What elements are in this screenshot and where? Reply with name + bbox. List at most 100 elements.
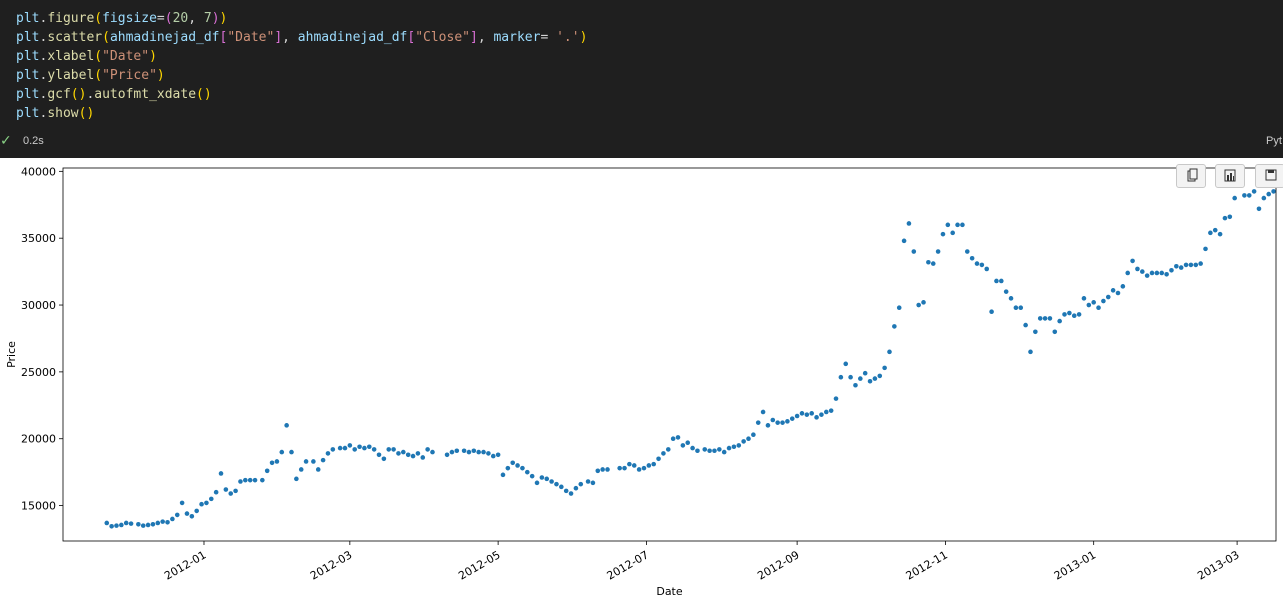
data-point	[964, 249, 970, 254]
data-point	[1266, 191, 1272, 197]
data-point	[366, 444, 372, 450]
data-point	[1203, 246, 1208, 252]
data-point	[420, 455, 426, 460]
code-token: )	[219, 11, 228, 26]
data-point	[901, 238, 907, 244]
data-point	[1144, 273, 1150, 278]
execution-time: 0.2s	[23, 135, 44, 147]
data-point	[590, 480, 596, 486]
data-point	[179, 500, 185, 506]
data-point	[702, 447, 708, 452]
data-point	[775, 420, 780, 425]
code-token: .	[39, 11, 48, 26]
y-tick-label: 25000	[21, 366, 56, 379]
data-point	[500, 472, 506, 478]
save-output-button[interactable]	[1255, 164, 1283, 188]
chart-output-button[interactable]	[1215, 164, 1245, 188]
data-point	[563, 488, 569, 494]
data-point	[1096, 305, 1101, 311]
data-point	[712, 448, 717, 454]
data-point	[833, 396, 839, 401]
data-point	[661, 451, 666, 456]
cell-output: 15000 20000 25000 30000 35000 40000 2012-01 201…	[0, 158, 1283, 601]
copy-icon	[1187, 168, 1198, 182]
y-axis-label: Price	[5, 341, 18, 368]
scatter-chart: 15000 20000 25000 30000 35000 40000 2012-01 201…	[5, 165, 1277, 598]
code-token: ahmadinejad_df	[109, 30, 220, 45]
code-token: (	[164, 11, 173, 26]
code-line[interactable]: plt.scatter(ahmadinejad_df["Date"], ahma…	[16, 28, 587, 47]
data-point	[357, 444, 362, 450]
plot-frame	[62, 167, 1277, 542]
data-point	[955, 222, 960, 228]
data-point	[1169, 267, 1174, 273]
data-point	[352, 447, 358, 452]
data-point	[386, 447, 392, 452]
data-point	[935, 249, 941, 254]
data-point	[476, 449, 481, 455]
data-point	[741, 439, 746, 444]
data-point	[760, 409, 766, 415]
kernel-language-label[interactable]: Pyt	[1266, 135, 1282, 147]
code-line[interactable]: plt.figure(figsize=(20, 7))	[16, 9, 587, 28]
data-point	[1135, 266, 1140, 272]
data-point	[1013, 305, 1019, 311]
code-token: plt	[16, 87, 40, 102]
data-point	[264, 468, 270, 474]
data-point	[882, 365, 887, 371]
code-token: ylabel	[47, 68, 95, 83]
code-token: [	[407, 30, 416, 45]
data-point	[371, 447, 377, 452]
code-token: )	[156, 68, 165, 83]
data-point	[867, 378, 873, 384]
code-cell[interactable]: plt.figure(figsize=(20, 7)) plt.scatter(a…	[0, 0, 1283, 130]
code-token: (	[94, 49, 103, 64]
data-point	[1033, 329, 1038, 335]
code-token: plt	[16, 11, 40, 26]
data-point	[119, 522, 124, 528]
code-token: ahmadinejad_df	[297, 30, 408, 45]
code-token: "Date"	[102, 49, 150, 64]
data-point	[337, 445, 343, 451]
data-point	[279, 449, 285, 455]
data-point	[780, 420, 785, 425]
code-line[interactable]: plt.show()	[16, 104, 587, 123]
data-point	[819, 412, 824, 417]
data-point	[1062, 312, 1067, 317]
code-editor[interactable]: plt.figure(figsize=(20, 7)) plt.scatter(a…	[16, 9, 587, 123]
data-point	[887, 349, 892, 355]
x-tick-label: 2012-03	[308, 548, 354, 582]
code-token: .	[39, 68, 48, 83]
data-point	[362, 445, 367, 451]
code-line[interactable]: plt.gcf().autofmt_xdate()	[16, 85, 587, 104]
data-point	[204, 500, 209, 506]
save-icon	[1265, 169, 1277, 181]
data-point	[1037, 316, 1043, 321]
data-point	[189, 513, 195, 519]
copy-output-button[interactable]	[1176, 164, 1206, 188]
data-point	[1076, 312, 1082, 317]
data-point	[430, 449, 435, 455]
code-token: (	[94, 11, 103, 26]
code-token: plt	[16, 106, 40, 121]
data-point	[320, 457, 326, 463]
success-check-icon: ✓	[0, 133, 12, 149]
code-token: show	[47, 106, 79, 121]
data-point	[194, 508, 199, 514]
data-point	[284, 423, 289, 428]
data-point	[862, 370, 868, 376]
data-point	[675, 435, 681, 440]
data-point	[1071, 313, 1077, 319]
code-token: figure	[47, 11, 95, 26]
data-point	[454, 448, 460, 454]
code-line[interactable]: plt.ylabel("Price")	[16, 66, 587, 85]
code-token: ,	[477, 30, 494, 45]
code-line[interactable]: plt.xlabel("Date")	[16, 47, 587, 66]
code-token: marker	[493, 30, 541, 45]
code-token: 20	[172, 11, 189, 26]
y-tick-label: 40000	[21, 165, 56, 178]
data-point	[731, 444, 737, 450]
data-point	[415, 451, 421, 456]
data-point	[444, 452, 450, 458]
data-point	[974, 261, 980, 266]
